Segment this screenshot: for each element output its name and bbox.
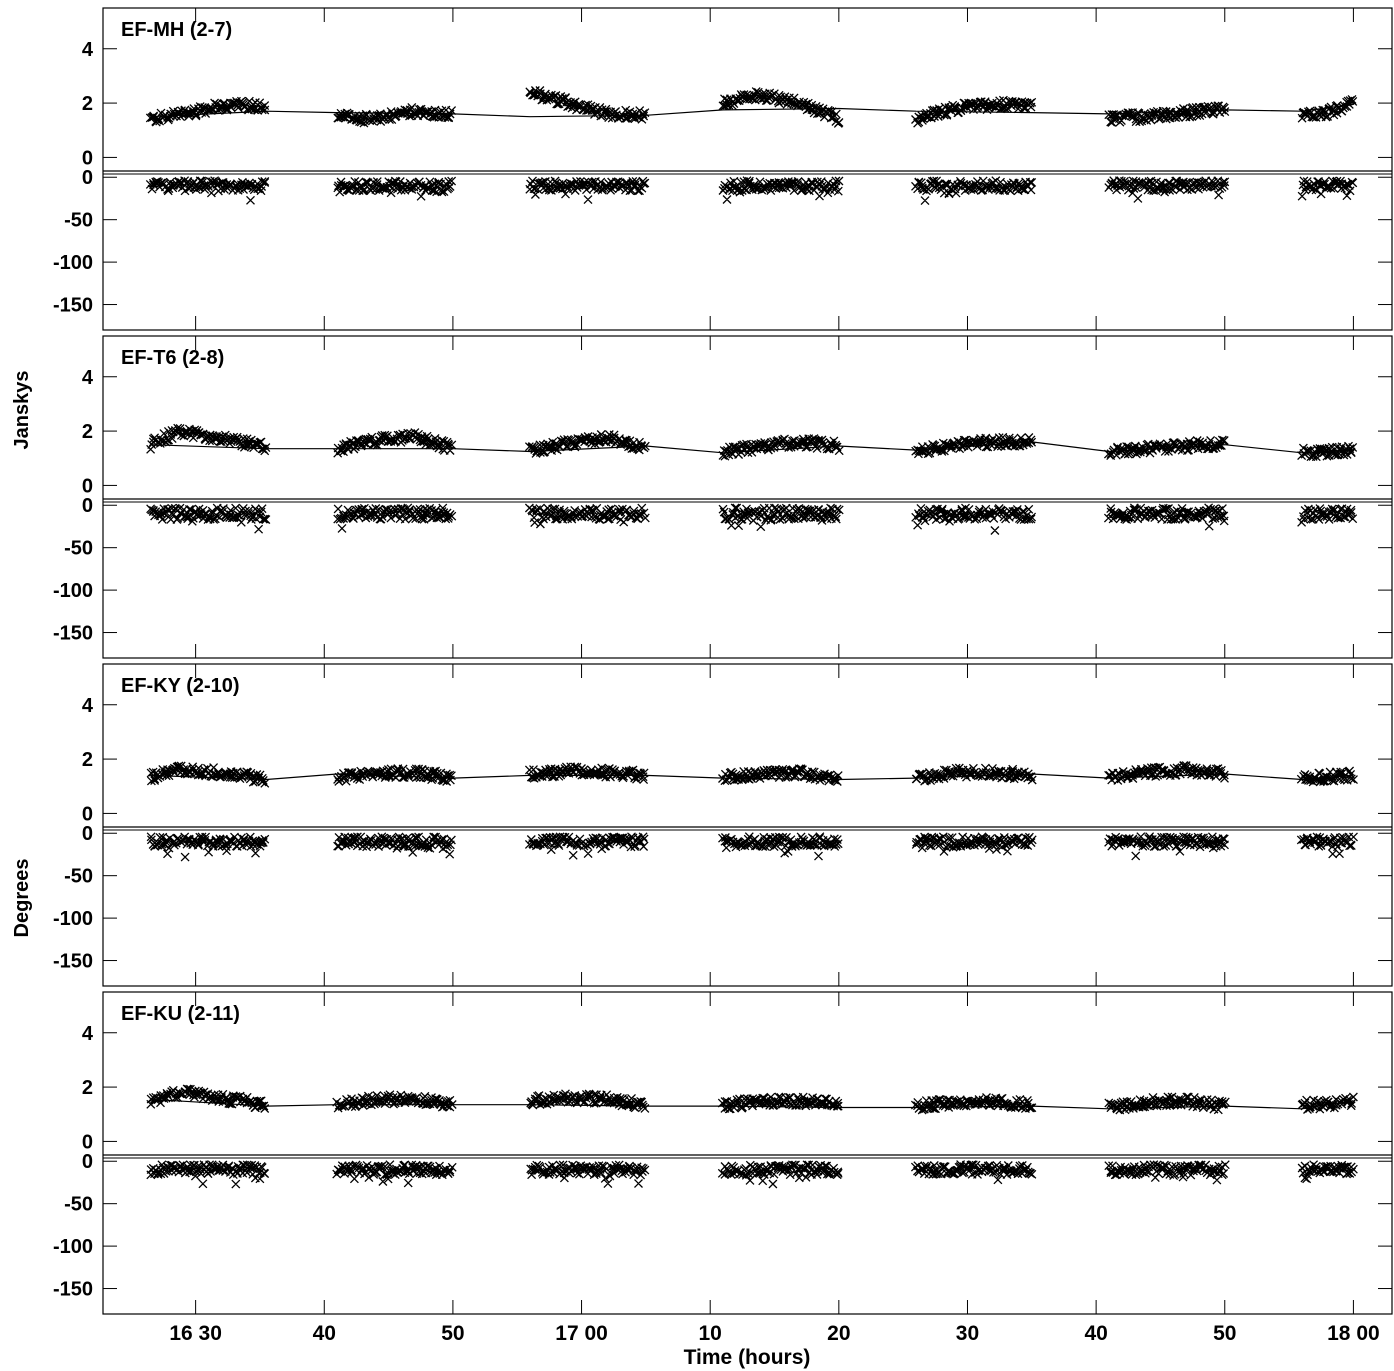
panel-frame <box>102 991 1393 1315</box>
phase-tick-label: 0 <box>82 167 93 189</box>
panels-group: 0 2 4 0 -50 -100 -150 EF-MH (2-7) 0 2 4 0 -50 -100 -15… <box>53 7 1393 1315</box>
panel-3: 0 2 4 0 -50 -100 -150 EF-KY (2-10) <box>53 663 1393 987</box>
amp-tick-label: 0 <box>82 475 93 497</box>
x-tick-label: 20 <box>827 1322 850 1345</box>
phase-tick-label: -150 <box>53 1279 93 1301</box>
amplitude-points <box>145 86 1358 128</box>
x-tick-label: 40 <box>1084 1322 1107 1345</box>
x-tick-label: 17 00 <box>555 1322 608 1345</box>
x-axis-label: Time (hours) <box>684 1346 811 1369</box>
phase-tick-label: -50 <box>64 210 93 232</box>
phase-tick-label: 0 <box>82 495 93 517</box>
phase-tick-label: -100 <box>53 908 93 930</box>
x-tick-label: 10 <box>699 1322 722 1345</box>
phase-tick-label: -100 <box>53 1236 93 1258</box>
amplitude-points <box>146 1084 1358 1115</box>
amp-tick-label: 0 <box>82 1131 93 1153</box>
panel-label: EF-T6 (2-8) <box>121 347 224 369</box>
x-tick-label: 50 <box>441 1322 464 1345</box>
amp-tick-label: 4 <box>82 367 94 389</box>
x-tick-labels: 16 30 40 50 17 00 10 20 30 40 50 18 00 <box>169 1322 1379 1345</box>
phase-tick-label: -150 <box>53 295 93 317</box>
phase-tick-label: -150 <box>53 951 93 973</box>
amp-tick-label: 0 <box>82 803 93 825</box>
x-tick-label: 30 <box>956 1322 979 1345</box>
amp-tick-label: 4 <box>82 695 94 717</box>
phase-tick-label: -50 <box>64 1194 93 1216</box>
panel-frame <box>102 7 1393 331</box>
x-tick-label: 40 <box>313 1322 336 1345</box>
phase-tick-label: -100 <box>53 252 93 274</box>
amp-tick-label: 2 <box>82 421 93 443</box>
phase-points <box>146 503 1358 535</box>
panel-frame <box>102 663 1393 987</box>
panel-4: 0 2 4 0 -50 -100 -150 EF-KU (2-11) <box>53 991 1393 1315</box>
x-tick-label: 18 00 <box>1327 1322 1380 1345</box>
x-tick-label: 16 30 <box>169 1322 222 1345</box>
phase-points <box>146 832 1358 862</box>
panel-2: 0 2 4 0 -50 -100 -150 EF-T6 (2-8) <box>53 335 1393 659</box>
amp-tick-label: 2 <box>82 1077 93 1099</box>
x-tick-label: 50 <box>1213 1322 1236 1345</box>
phase-tick-label: -100 <box>53 580 93 602</box>
phase-tick-label: -50 <box>64 866 93 888</box>
amp-tick-label: 4 <box>82 1023 94 1045</box>
phase-tick-label: -50 <box>64 538 93 560</box>
phase-tick-label: 0 <box>82 823 93 845</box>
panel-label: EF-KY (2-10) <box>121 675 240 697</box>
phase-points <box>145 176 1358 206</box>
phase-tick-label: 0 <box>82 1151 93 1173</box>
y-axis-label-janskys: Janskys <box>11 371 33 450</box>
amp-tick-label: 2 <box>82 749 93 771</box>
panel-frame <box>102 335 1393 659</box>
y-axis-label-degrees: Degrees <box>11 859 33 938</box>
phase-points <box>146 1160 1358 1189</box>
amplitude-points <box>146 761 1358 788</box>
amp-tick-label: 2 <box>82 93 93 115</box>
amp-tick-label: 0 <box>82 147 93 169</box>
panel-label: EF-KU (2-11) <box>121 1003 240 1025</box>
amp-tick-label: 4 <box>82 39 94 61</box>
panel-1: 0 2 4 0 -50 -100 -150 EF-MH (2-7) <box>53 7 1393 331</box>
amplitude-points <box>146 423 1358 462</box>
phase-tick-label: -150 <box>53 623 93 645</box>
panel-label: EF-MH (2-7) <box>121 19 232 41</box>
